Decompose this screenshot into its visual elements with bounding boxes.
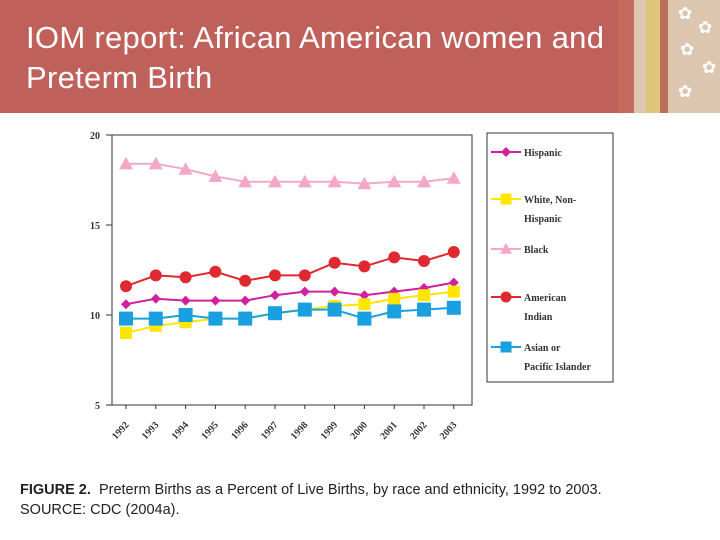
data-point-asian-pacific-islander [148,311,163,326]
decorative-pattern: ✿ ✿ ✿ ✿ ✿ [618,0,720,113]
data-point-american-indian [298,269,311,282]
data-point-hispanic [448,277,459,288]
data-point-black [357,176,372,190]
data-point-asian-pacific-islander [327,302,342,317]
x-tick-label: 1995 [199,420,221,442]
x-tick-label: 1993 [140,420,162,442]
legend-marker-asian-pacific-islander [500,341,512,353]
legend-box [486,132,614,383]
data-point-american-indian [149,269,162,282]
legend-label-hispanic: Hispanic [524,148,562,159]
data-point-american-indian [328,256,341,269]
data-point-white-non-hispanic [358,298,371,311]
data-point-american-indian [388,251,401,264]
caption-text: Preterm Births as a Percent of Live Birt… [98,482,602,498]
x-tick-label: 1999 [319,420,341,442]
data-point-white-non-hispanic [447,285,460,298]
data-point-american-indian [120,280,132,293]
data-point-black [268,174,282,188]
figure-label: FIGURE 2. [20,482,91,498]
series-line-hispanic [125,281,454,306]
pattern-stripe [646,0,660,113]
data-point-asian-pacific-islander [387,304,402,319]
data-point-black [297,174,312,188]
data-point-american-indian [269,269,281,282]
data-point-hispanic [329,286,340,297]
data-point-hispanic [121,299,131,310]
figure-caption: FIGURE 2. Preterm Births as a Percent of… [20,480,710,520]
data-point-asian-pacific-islander [208,311,223,326]
data-point-black [446,171,461,184]
data-point-american-indian [239,274,252,287]
legend-label-american-indian: American Indian [524,293,567,323]
data-point-black [238,174,253,188]
x-tick-label: 2002 [408,420,430,442]
legend-label-white-non-hispanic: White, Non-Hispanic [524,195,576,225]
flower-icon: ✿ [678,82,693,102]
title-banner: IOM report: African American women and P… [0,0,618,113]
data-point-white-non-hispanic [388,292,401,305]
data-point-black [119,156,133,170]
x-tick-label: 1998 [289,420,311,442]
flower-icon: ✿ [698,18,713,38]
data-point-black [208,169,223,182]
pattern-stripe [660,0,668,113]
y-tick-label: 5 [95,401,100,412]
data-point-hispanic [359,290,370,301]
x-tick-label: 2003 [438,420,460,442]
data-point-black [178,162,193,175]
x-tick-label: 1997 [259,420,281,442]
data-point-asian-pacific-islander [238,311,253,326]
data-point-black [327,174,342,188]
data-point-american-indian [447,246,460,258]
legend-marker-american-indian [500,291,512,303]
flower-icon: ✿ [702,58,717,78]
data-point-asian-pacific-islander [268,306,282,321]
y-tick-label: 15 [90,221,100,232]
data-point-black [387,174,402,188]
x-tick-label: 1994 [170,420,192,442]
x-tick-label: 1992 [110,420,132,442]
data-point-asian-pacific-islander [178,308,193,322]
caption-source: SOURCE: CDC (2004a). [20,502,180,518]
data-point-american-indian [418,255,430,267]
data-point-asian-pacific-islander [297,302,312,317]
flower-icon: ✿ [680,40,695,60]
data-point-hispanic [299,286,310,297]
data-point-hispanic [270,290,280,301]
data-point-black [417,174,431,188]
data-point-white-non-hispanic [120,327,132,339]
data-point-american-indian [358,260,371,273]
legend-marker-black [500,243,512,254]
data-point-american-indian [179,271,192,284]
data-point-asian-pacific-islander [417,302,431,317]
data-point-hispanic [240,295,251,306]
legend-marker-hispanic [501,147,511,157]
slide-title: IOM report: African American women and P… [26,20,605,95]
legend-label-black: Black [524,245,549,256]
data-point-hispanic [210,295,221,306]
plot-area [111,134,473,406]
legend-label-asian-pacific-islander: Asian or Pacific Islander [524,343,591,373]
data-point-white-non-hispanic [418,289,430,302]
data-point-hispanic [150,293,161,304]
data-point-asian-pacific-islander [357,311,372,326]
data-point-asian-pacific-islander [119,311,133,326]
data-point-hispanic [180,295,191,306]
pattern-stripe [618,0,634,113]
y-tick-label: 20 [90,131,100,142]
data-point-black [148,156,163,170]
y-tick-label: 10 [90,311,100,322]
flower-icon: ✿ [678,4,693,24]
data-point-asian-pacific-islander [446,300,461,315]
data-point-american-indian [209,265,222,278]
x-tick-label: 2001 [378,420,400,442]
series-line-black [126,162,454,185]
x-tick-label: 2000 [348,420,370,442]
x-tick-label: 1996 [229,420,251,442]
legend-marker-white-non-hispanic [500,193,512,205]
